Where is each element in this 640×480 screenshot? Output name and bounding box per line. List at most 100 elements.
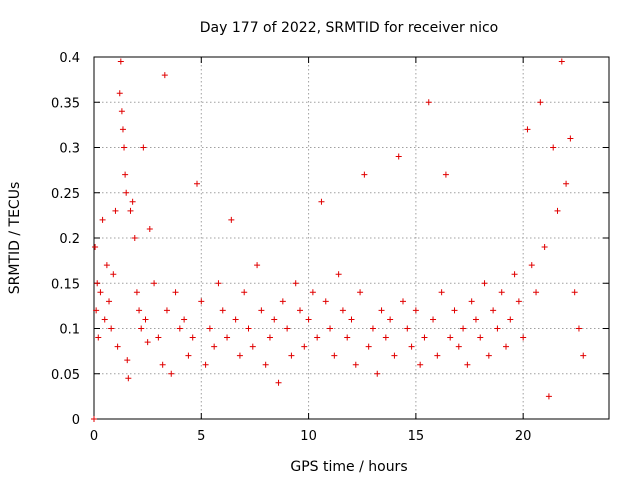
data-point bbox=[348, 316, 355, 323]
data-point bbox=[127, 207, 134, 214]
data-point bbox=[93, 307, 100, 314]
data-point bbox=[434, 352, 441, 359]
y-tick-label: 0 bbox=[72, 413, 80, 428]
data-point bbox=[507, 316, 514, 323]
data-point bbox=[275, 379, 282, 386]
data-point bbox=[344, 334, 351, 341]
data-point bbox=[369, 325, 376, 332]
data-point bbox=[262, 361, 269, 368]
data-point bbox=[314, 334, 321, 341]
y-tick-label: 0.2 bbox=[59, 232, 80, 247]
y-tick-label: 0.05 bbox=[51, 368, 80, 383]
data-point bbox=[490, 307, 497, 314]
data-point bbox=[236, 352, 243, 359]
data-point bbox=[395, 153, 402, 160]
data-point bbox=[106, 298, 113, 305]
data-point bbox=[451, 307, 458, 314]
data-point bbox=[144, 339, 151, 346]
data-point bbox=[524, 126, 531, 133]
data-point bbox=[545, 393, 552, 400]
data-point bbox=[387, 316, 394, 323]
data-point bbox=[571, 289, 578, 296]
data-point bbox=[116, 90, 123, 97]
data-point bbox=[361, 171, 368, 178]
data-point bbox=[455, 343, 462, 350]
data-point bbox=[136, 307, 143, 314]
y-tick-label: 0.4 bbox=[59, 51, 80, 66]
data-point bbox=[558, 58, 565, 65]
data-point bbox=[472, 316, 479, 323]
data-point bbox=[151, 280, 158, 287]
data-point bbox=[339, 307, 346, 314]
data-point bbox=[123, 189, 130, 196]
data-point bbox=[168, 370, 175, 377]
y-tick-label: 0.25 bbox=[51, 187, 80, 202]
data-point bbox=[464, 361, 471, 368]
data-point bbox=[131, 235, 138, 241]
data-point bbox=[241, 289, 248, 296]
data-point bbox=[163, 307, 170, 314]
data-point bbox=[382, 334, 389, 341]
data-point bbox=[288, 352, 295, 359]
data-point bbox=[575, 325, 582, 332]
data-point bbox=[118, 108, 125, 115]
y-tick-label: 0.1 bbox=[59, 323, 80, 338]
data-point bbox=[331, 352, 338, 359]
data-point bbox=[94, 280, 101, 287]
data-point bbox=[117, 58, 124, 65]
data-point bbox=[138, 325, 145, 332]
data-point bbox=[266, 334, 273, 341]
data-point bbox=[430, 316, 437, 323]
data-point bbox=[206, 325, 213, 332]
data-point bbox=[365, 343, 372, 350]
data-point bbox=[447, 334, 454, 341]
data-point bbox=[309, 289, 316, 296]
data-point bbox=[122, 171, 129, 178]
data-point bbox=[110, 271, 117, 278]
chart-title: Day 177 of 2022, SRMTID for receiver nic… bbox=[200, 20, 498, 36]
data-point bbox=[404, 325, 411, 332]
data-point bbox=[119, 126, 126, 133]
data-point bbox=[211, 343, 218, 350]
data-point bbox=[232, 316, 239, 323]
data-point bbox=[520, 334, 527, 341]
data-point bbox=[121, 144, 128, 151]
data-point bbox=[124, 357, 131, 364]
data-point bbox=[305, 316, 312, 323]
data-point bbox=[292, 280, 299, 287]
data-points bbox=[91, 58, 587, 422]
data-point bbox=[417, 361, 424, 368]
data-point bbox=[215, 280, 222, 287]
data-point bbox=[245, 325, 252, 332]
data-point bbox=[92, 244, 99, 251]
data-point bbox=[374, 370, 381, 377]
data-point bbox=[425, 99, 432, 106]
y-axis-label: SRMTID / TECUs bbox=[7, 182, 23, 295]
data-point bbox=[189, 334, 196, 341]
x-axis-ticks: 0 5 10 15 20 bbox=[90, 57, 531, 444]
data-point bbox=[460, 325, 467, 332]
y-axis-ticks: 0 0.05 0.1 0.15 0.2 0.25 0.3 0.35 0.4 bbox=[51, 51, 609, 428]
data-point bbox=[580, 352, 587, 359]
data-point bbox=[412, 307, 419, 314]
data-point bbox=[400, 298, 406, 305]
x-tick-label: 5 bbox=[197, 429, 205, 444]
data-point bbox=[408, 343, 415, 350]
data-point bbox=[249, 343, 256, 350]
data-point bbox=[99, 216, 106, 223]
data-point bbox=[511, 271, 518, 278]
data-point bbox=[271, 316, 278, 323]
data-point bbox=[378, 307, 385, 314]
data-point bbox=[498, 289, 505, 296]
data-point bbox=[391, 352, 398, 359]
data-point bbox=[442, 171, 449, 178]
data-point bbox=[554, 207, 561, 214]
data-point bbox=[172, 289, 179, 296]
data-point bbox=[258, 307, 265, 314]
data-point bbox=[284, 325, 291, 332]
data-point bbox=[468, 298, 475, 305]
y-tick-label: 0.3 bbox=[59, 142, 80, 157]
data-point bbox=[335, 271, 342, 278]
data-point bbox=[322, 298, 329, 305]
data-point bbox=[91, 416, 97, 422]
